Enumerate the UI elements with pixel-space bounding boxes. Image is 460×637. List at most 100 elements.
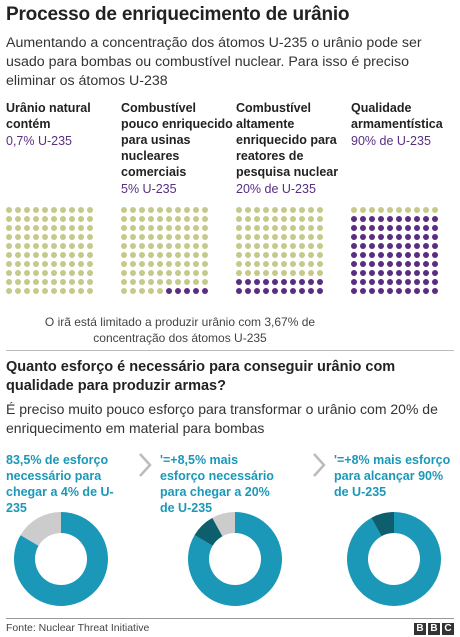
grid-dot [245, 270, 251, 276]
grid-dot [308, 288, 314, 294]
logo-block: C [442, 623, 454, 635]
grid-dot [33, 288, 39, 294]
grid-dot [308, 216, 314, 222]
grid-dot [236, 243, 242, 249]
grid-dot [157, 225, 163, 231]
grid-dot [184, 225, 190, 231]
grid-dot [24, 216, 30, 222]
grid-dot [263, 234, 269, 240]
grid-dot [414, 243, 420, 249]
grid-dot [184, 261, 190, 267]
dot-grid-weapons-grade [351, 207, 438, 297]
grid-dot [423, 252, 429, 258]
grid-dot [360, 216, 366, 222]
grid-dot [6, 234, 12, 240]
column-percentage: 0,7% U-235 [6, 134, 73, 148]
grid-dot [432, 279, 438, 285]
grid-dot [121, 288, 127, 294]
donut-new-effort [14, 512, 108, 606]
grid-dot [405, 243, 411, 249]
grid-dot [69, 252, 75, 258]
grid-dot [121, 216, 127, 222]
grid-dot [432, 225, 438, 231]
column-percentage: 5% U-235 [121, 182, 177, 196]
grid-dot [245, 225, 251, 231]
grid-dot [175, 234, 181, 240]
grid-dot [157, 216, 163, 222]
grid-dot [290, 207, 296, 213]
grid-dot [193, 216, 199, 222]
grid-dot [184, 252, 190, 258]
grid-dot [202, 261, 208, 267]
grid-dot [24, 279, 30, 285]
grid-dot [387, 234, 393, 240]
grid-dot [69, 207, 75, 213]
grid-dot [360, 261, 366, 267]
grid-dot [175, 243, 181, 249]
grid-dot [6, 252, 12, 258]
grid-dot [139, 270, 145, 276]
grid-dot [272, 270, 278, 276]
grid-dot [42, 252, 48, 258]
grid-dot [396, 288, 402, 294]
grid-dot [423, 225, 429, 231]
grid-dot [184, 270, 190, 276]
chevron-right-icon [313, 453, 326, 477]
grid-dot [290, 225, 296, 231]
grid-dot [308, 261, 314, 267]
effort-text-2: '=+8,5% mais esforço necessário para che… [160, 453, 274, 515]
grid-dot [387, 279, 393, 285]
grid-dot [175, 216, 181, 222]
grid-dot [6, 279, 12, 285]
grid-dot [432, 216, 438, 222]
grid-dot [263, 225, 269, 231]
grid-dot [281, 270, 287, 276]
grid-dot [317, 288, 323, 294]
grid-dot [130, 252, 136, 258]
grid-dot [51, 207, 57, 213]
grid-dot [130, 261, 136, 267]
grid-dot [263, 207, 269, 213]
grid-dot [423, 288, 429, 294]
grid-dot [405, 279, 411, 285]
grid-dot [387, 270, 393, 276]
grid-dot [290, 234, 296, 240]
grid-dot [33, 225, 39, 231]
grid-dot [290, 279, 296, 285]
grid-dot [184, 216, 190, 222]
grid-dot [272, 225, 278, 231]
grid-dot [51, 225, 57, 231]
grid-dot [166, 243, 172, 249]
grid-dot [308, 252, 314, 258]
grid-dot [78, 252, 84, 258]
grid-dot [378, 288, 384, 294]
grid-dot [290, 243, 296, 249]
grid-dot [121, 225, 127, 231]
grid-dot [139, 216, 145, 222]
grid-dot [432, 252, 438, 258]
grid-dot [42, 243, 48, 249]
grid-dot [42, 207, 48, 213]
grid-dot [290, 288, 296, 294]
limit-note: O irã está limitado a produzir urânio co… [44, 315, 316, 345]
grid-dot [193, 252, 199, 258]
grid-dot [281, 234, 287, 240]
grid-dot [414, 234, 420, 240]
grid-dot [432, 207, 438, 213]
grid-dot [78, 270, 84, 276]
footer-divider [6, 618, 454, 619]
grid-dot [60, 234, 66, 240]
grid-dot [254, 225, 260, 231]
grid-dot [78, 279, 84, 285]
grid-dot [121, 261, 127, 267]
page-title: Processo de enriquecimento de urânio [6, 4, 350, 25]
grid-dot [387, 288, 393, 294]
grid-dot [60, 225, 66, 231]
grid-dot [396, 252, 402, 258]
grid-dot [281, 288, 287, 294]
grid-dot [351, 279, 357, 285]
column-high-enriched: Combustível altamente enriquecido para r… [236, 100, 348, 197]
grid-dot [33, 234, 39, 240]
grid-dot [317, 261, 323, 267]
grid-dot [281, 207, 287, 213]
